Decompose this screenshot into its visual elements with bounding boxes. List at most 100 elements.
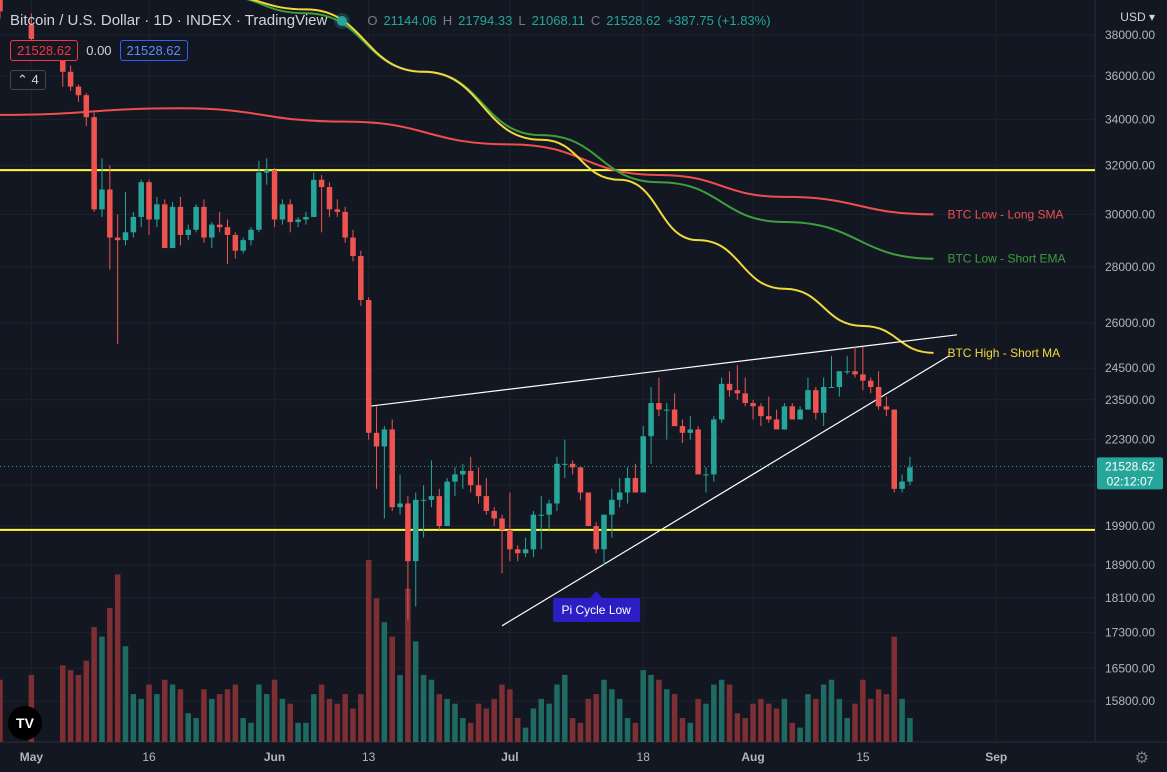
candle-body [271, 170, 278, 220]
candle-body [538, 514, 544, 516]
indicators-toggle-button[interactable]: ⌃ 4 [10, 70, 46, 90]
time-tick-label: Jul [501, 750, 518, 764]
indicator-line[interactable] [220, 0, 934, 354]
candle [750, 399, 756, 420]
candle [318, 174, 325, 233]
candle-body [624, 478, 631, 493]
volume-bar [507, 689, 513, 742]
volume-bar [389, 636, 395, 742]
candle-body [154, 204, 160, 220]
price-tick-label: 36000.00 [1105, 69, 1155, 83]
volume-bar [161, 679, 168, 742]
candle-body [216, 224, 223, 228]
candle-body [295, 219, 301, 223]
time-axis[interactable]: 18May16Jun13Jul18Aug15Sep [0, 750, 1008, 764]
candle-body [797, 409, 803, 420]
candle [844, 355, 850, 375]
candle [122, 191, 129, 246]
volume-bar [358, 694, 364, 742]
time-tick-label: Jun [264, 750, 285, 764]
candle-body [130, 216, 137, 233]
pi-cycle-low-annotation[interactable]: Pi Cycle Low [553, 591, 641, 622]
volume-bar [640, 670, 646, 742]
volume-bar [499, 684, 505, 742]
change-value: +387.75 (+1.83%) [666, 13, 771, 28]
candle [91, 112, 97, 212]
candle [883, 396, 890, 417]
candle [554, 456, 560, 511]
candle [232, 232, 239, 259]
trendline[interactable] [368, 334, 958, 407]
candle-body [656, 403, 662, 410]
annotation-box [553, 598, 641, 622]
volume-bar [875, 689, 882, 742]
candle [365, 297, 372, 440]
volume-bar [703, 703, 709, 742]
candle-body [413, 499, 419, 562]
volume-bar [91, 627, 97, 742]
price-axis[interactable]: 38000.00 36000.00 34000.00 32000.00 30000.00… [0, 28, 1163, 708]
candle [420, 485, 427, 538]
spread-value: 0.00 [86, 43, 112, 58]
price-tick-label: 30000.00 [1105, 207, 1155, 221]
candle [907, 456, 913, 486]
buy-button[interactable]: 21528.62 [119, 40, 188, 61]
volume-bar [483, 708, 490, 742]
time-tick-label: Aug [741, 750, 764, 764]
candle-body [852, 371, 858, 375]
tradingview-logo-icon[interactable]: TV [8, 706, 42, 740]
volume-bar [193, 718, 199, 742]
candle [899, 474, 905, 493]
volume-bar [750, 703, 756, 742]
volume-bar [554, 684, 560, 742]
price-tick-label: 19900.00 [1105, 519, 1155, 533]
symbol-title[interactable]: Bitcoin / U.S. Dollar · 1D · INDEX · Tra… [10, 12, 328, 29]
candle [75, 84, 82, 102]
volume-bar [836, 698, 843, 742]
indicator-line[interactable] [0, 107, 934, 216]
volume-bar [263, 694, 270, 742]
volume-bar [467, 722, 474, 742]
volume-bar [397, 674, 403, 742]
volume-bar [232, 684, 239, 742]
candle [852, 346, 858, 378]
candle [263, 158, 270, 185]
candle [295, 216, 301, 228]
volume-bar [311, 694, 317, 742]
candle [334, 199, 341, 217]
candle [585, 492, 592, 527]
volume-bar [475, 703, 482, 742]
candle [593, 522, 599, 554]
volume-bar [342, 694, 348, 742]
sell-button[interactable]: 21528.62 [10, 40, 79, 61]
volume-bar [279, 698, 286, 742]
volume-bar [679, 718, 686, 742]
volume-bar [711, 684, 717, 742]
volume-bar [0, 679, 3, 742]
candle-body [742, 393, 748, 404]
candle-body [91, 117, 97, 210]
volume-bar [83, 660, 90, 742]
trendline[interactable] [501, 355, 950, 627]
candle [114, 214, 121, 344]
candle [616, 478, 623, 508]
volume-bar [146, 684, 152, 742]
candle [703, 467, 709, 493]
candle [789, 403, 796, 420]
candle [452, 467, 458, 497]
candle-body [350, 237, 356, 257]
time-tick-label: May [20, 750, 44, 764]
indicator-line[interactable] [220, 0, 934, 260]
price-tick-label: 17300.00 [1105, 625, 1155, 639]
volume-bar [326, 698, 333, 742]
candle-body [365, 300, 372, 433]
currency-selector[interactable]: USD ▾ [1120, 10, 1155, 24]
volume-bar [867, 698, 874, 742]
candle [867, 377, 874, 394]
candle [397, 474, 403, 515]
candle-body [781, 406, 788, 430]
gear-icon[interactable]: ⚙ [1134, 750, 1149, 767]
candle [428, 460, 435, 508]
candle-body [107, 189, 113, 238]
